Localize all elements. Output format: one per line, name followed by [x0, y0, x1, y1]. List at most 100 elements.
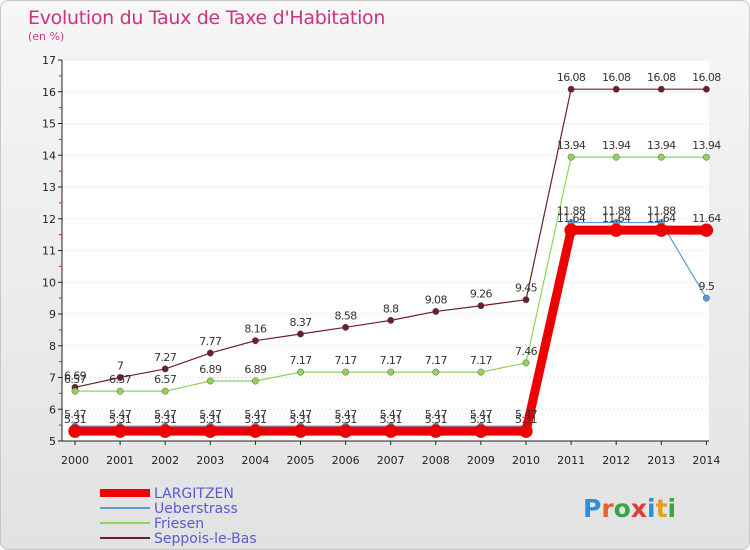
data-label-largitzen: 5.31: [289, 413, 311, 426]
y-tick-label: 5: [49, 435, 56, 448]
data-point-friesen: [71, 387, 79, 395]
x-tick-label: 2004: [241, 454, 269, 467]
data-label-largitzen: 5.31: [515, 413, 537, 426]
data-label-seppois-le-bas: 7.77: [199, 335, 222, 348]
data-label-seppois-le-bas: 8.58: [335, 309, 358, 322]
data-point-friesen: [161, 387, 169, 395]
data-label-ueberstrass: 5.47: [199, 408, 222, 421]
data-label-largitzen: 11.64: [647, 212, 676, 225]
data-label-largitzen: 5.31: [380, 413, 402, 426]
data-label-largitzen: 5.31: [335, 413, 357, 426]
data-label-friesen: 6.89: [244, 363, 267, 376]
data-label-friesen: 6.57: [64, 373, 87, 386]
data-point-seppois-le-bas: [387, 316, 395, 324]
data-label-friesen: 13.94: [602, 139, 631, 152]
data-label-seppois-le-bas: 8.37: [289, 316, 312, 329]
y-tick-label: 11: [42, 245, 56, 258]
x-tick-label: 2002: [151, 454, 179, 467]
y-tick-label: 17: [42, 54, 56, 67]
x-tick-label: 2001: [106, 454, 134, 467]
data-point-largitzen: [474, 424, 488, 438]
legend-label-largitzen: LARGITZEN: [154, 486, 234, 502]
data-label-seppois-le-bas: 9.45: [515, 282, 538, 295]
data-point-friesen: [702, 153, 710, 161]
data-label-largitzen: 5.31: [244, 413, 266, 426]
data-point-friesen: [387, 368, 395, 376]
x-tick-label: 2010: [512, 454, 540, 467]
data-point-seppois-le-bas: [567, 85, 575, 93]
proxiti-logo: Proxiti: [583, 494, 676, 523]
data-point-largitzen: [338, 424, 353, 438]
legend-label-friesen: Friesen: [154, 516, 204, 532]
y-tick-label: 10: [42, 276, 56, 289]
data-label-largitzen: 5.31: [109, 413, 131, 426]
data-label-ueberstrass: 5.47: [515, 408, 538, 421]
data-point-friesen: [342, 368, 350, 376]
data-label-ueberstrass: 9.5: [699, 280, 715, 293]
data-point-largitzen: [68, 424, 82, 438]
data-label-ueberstrass: 5.47: [244, 408, 267, 421]
data-label-friesen: 7.17: [425, 354, 448, 367]
data-point-largitzen: [609, 223, 623, 237]
logo-letter: r: [601, 494, 614, 523]
data-point-seppois-le-bas: [477, 302, 485, 310]
legend-label-seppois-le-bas: Seppois-le-Bas: [154, 531, 257, 547]
data-point-largitzen: [293, 424, 308, 438]
data-point-largitzen: [203, 424, 218, 438]
x-tick-label: 2013: [647, 454, 675, 467]
y-tick-label: 6: [49, 403, 56, 416]
data-label-seppois-le-bas: 9.08: [425, 293, 448, 306]
data-label-friesen: 6.57: [154, 373, 177, 386]
data-point-friesen: [567, 153, 575, 161]
data-label-friesen: 7.17: [380, 354, 403, 367]
x-tick-label: 2012: [602, 454, 630, 467]
data-label-seppois-le-bas: 8.8: [383, 302, 399, 315]
data-point-seppois-le-bas: [206, 349, 214, 357]
legend-label-ueberstrass: Ueberstrass: [154, 501, 238, 517]
y-tick-label: 13: [42, 181, 56, 194]
y-tick-label: 16: [42, 86, 56, 99]
data-point-friesen: [432, 368, 440, 376]
data-label-friesen: 7.17: [289, 354, 312, 367]
data-point-largitzen: [248, 424, 263, 438]
data-point-seppois-le-bas: [702, 85, 710, 93]
data-label-ueberstrass: 11.88: [557, 205, 586, 218]
data-label-seppois-le-bas: 6.69: [64, 369, 87, 382]
data-label-ueberstrass: 11.88: [647, 205, 676, 218]
data-label-largitzen: 5.31: [425, 413, 447, 426]
data-point-largitzen: [429, 424, 443, 438]
data-label-seppois-le-bas: 16.08: [647, 71, 676, 84]
data-point-largitzen: [383, 424, 398, 438]
data-point-friesen: [657, 153, 665, 161]
y-tick-label: 15: [42, 118, 56, 131]
data-label-ueberstrass: 5.47: [109, 408, 132, 421]
data-point-seppois-le-bas: [612, 85, 620, 93]
data-label-friesen: 7.46: [515, 345, 538, 358]
data-label-seppois-le-bas: 16.08: [557, 71, 586, 84]
y-tick-label: 8: [49, 340, 56, 353]
logo-letter: x: [631, 494, 647, 523]
data-point-largitzen: [519, 424, 533, 438]
data-label-seppois-le-bas: 7.27: [154, 351, 177, 364]
data-point-seppois-le-bas: [342, 323, 350, 331]
data-label-ueberstrass: 5.47: [380, 408, 403, 421]
data-point-friesen: [612, 153, 620, 161]
data-label-seppois-le-bas: 16.08: [692, 71, 721, 84]
data-label-seppois-le-bas: 8.16: [244, 323, 267, 336]
data-point-seppois-le-bas: [251, 337, 259, 345]
plot-area: [62, 60, 709, 441]
data-label-ueberstrass: 5.47: [154, 408, 177, 421]
x-tick-label: 2009: [467, 454, 495, 467]
data-point-seppois-le-bas: [161, 365, 169, 373]
data-point-seppois-le-bas: [297, 330, 304, 338]
data-point-ueberstrass: [702, 294, 710, 302]
data-label-friesen: 6.89: [199, 363, 222, 376]
x-tick-label: 2014: [692, 454, 720, 467]
data-label-ueberstrass: 5.47: [335, 408, 358, 421]
logo-letter: i: [647, 494, 656, 523]
data-point-seppois-le-bas: [657, 85, 665, 93]
data-label-friesen: 13.94: [692, 139, 721, 152]
data-point-friesen: [116, 387, 124, 395]
data-label-largitzen: 5.31: [154, 413, 176, 426]
